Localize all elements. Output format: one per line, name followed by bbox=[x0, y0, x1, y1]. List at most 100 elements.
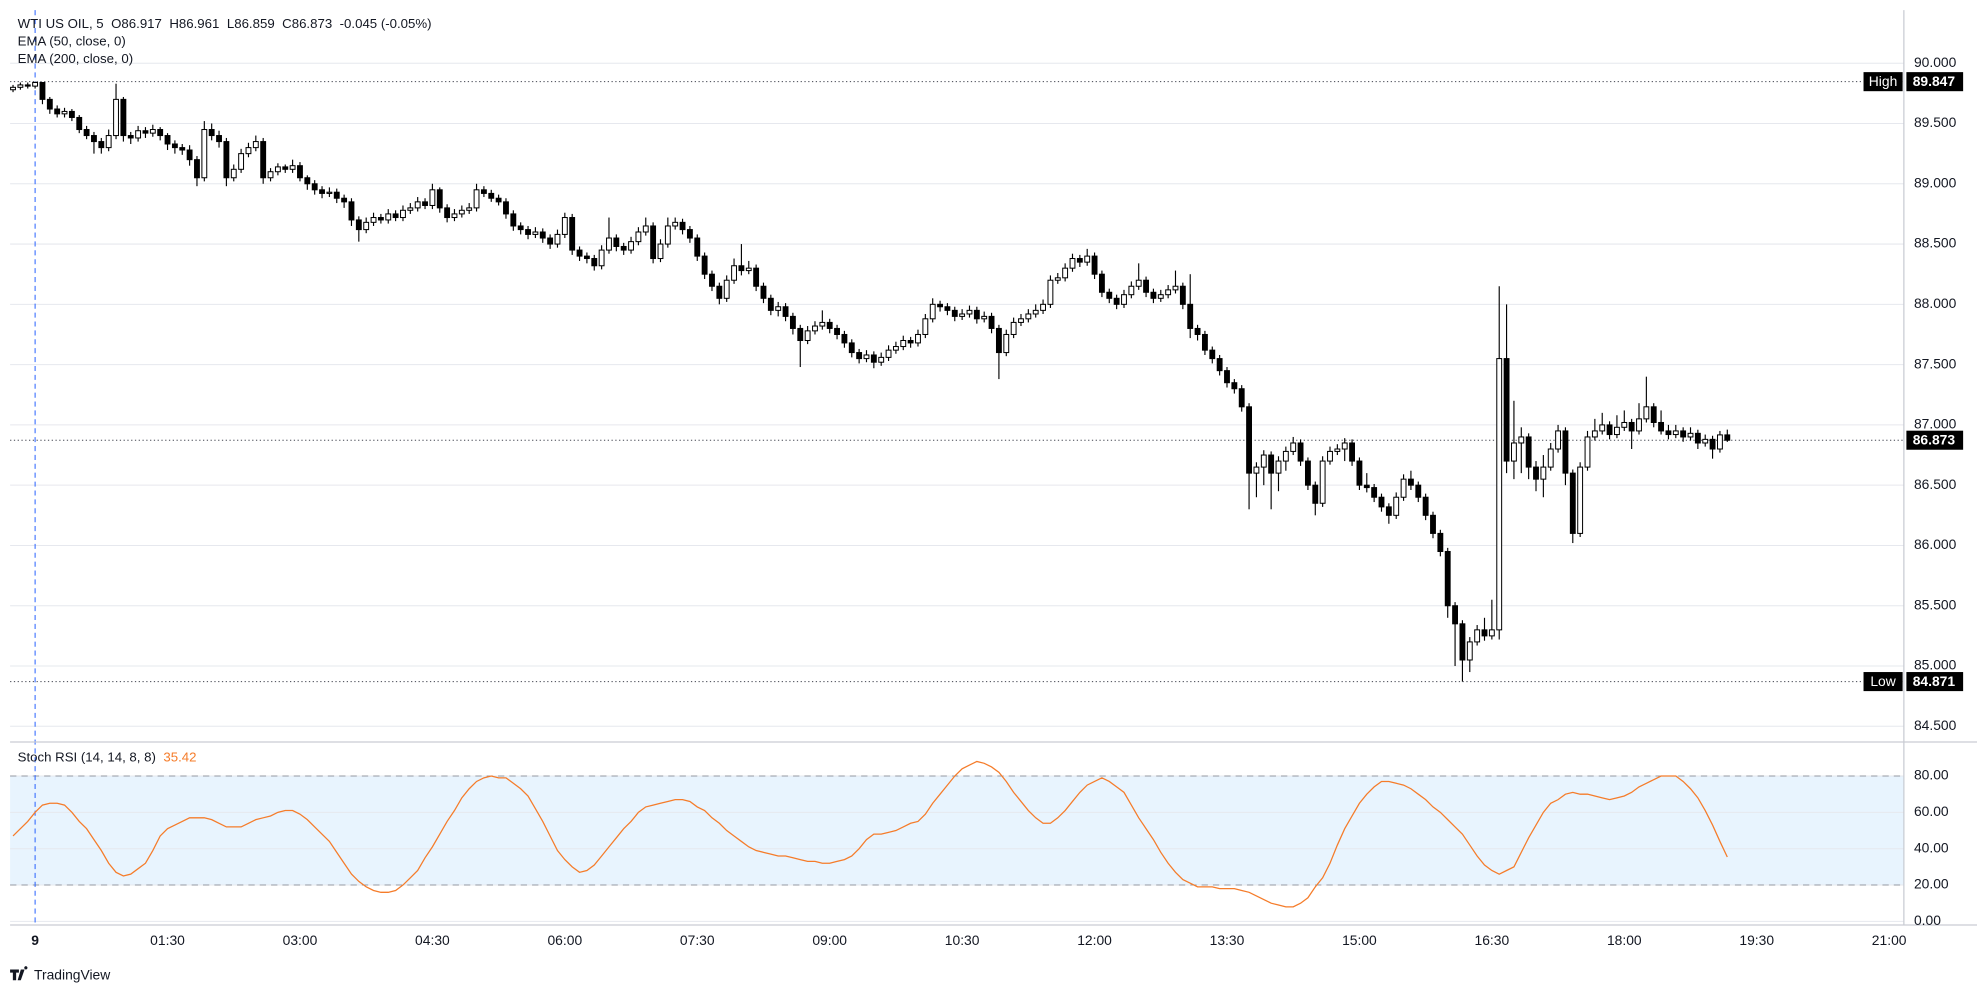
candle-body bbox=[591, 258, 598, 267]
candle-body bbox=[1407, 478, 1414, 486]
last-price-label: 86.873 bbox=[1913, 431, 1956, 447]
candle-body bbox=[1481, 629, 1488, 637]
candle-body bbox=[1717, 434, 1723, 450]
stoch-legend: Stoch RSI (14, 14, 8, 8) 35.42 bbox=[18, 749, 197, 764]
candle-body bbox=[1040, 303, 1046, 311]
stoch-name[interactable]: Stoch RSI (14, 14, 8, 8) bbox=[18, 749, 156, 764]
indicator-label[interactable]: EMA (200, close, 0) bbox=[18, 51, 133, 66]
stoch-tick-label: 80.00 bbox=[1914, 767, 1949, 783]
candle-body bbox=[17, 84, 24, 88]
candle-body bbox=[569, 217, 576, 251]
candle-body bbox=[252, 141, 259, 149]
candle-body bbox=[1577, 466, 1584, 534]
candle-body bbox=[789, 315, 796, 329]
candle-body bbox=[709, 273, 715, 287]
candle-body bbox=[407, 207, 414, 211]
candle-body bbox=[1496, 358, 1503, 631]
candle-body bbox=[260, 141, 267, 179]
candle-body bbox=[1636, 418, 1642, 432]
candle-body bbox=[819, 321, 826, 327]
candle-body bbox=[341, 197, 348, 203]
candle-body bbox=[1253, 466, 1260, 474]
candle-body bbox=[1231, 382, 1238, 390]
candle-body bbox=[547, 237, 554, 245]
candle-body bbox=[753, 267, 760, 287]
candle-body bbox=[311, 183, 318, 191]
candle-body bbox=[1363, 484, 1370, 489]
candle-body bbox=[1672, 430, 1679, 436]
stoch-tick-label: 20.00 bbox=[1914, 876, 1949, 892]
candle-body bbox=[385, 213, 392, 221]
candle-body bbox=[267, 171, 274, 179]
candle-body bbox=[1562, 430, 1569, 474]
candle-body bbox=[1650, 406, 1657, 423]
candle-body bbox=[834, 327, 840, 335]
candle-body bbox=[804, 330, 811, 342]
high-price-label: 89.847 bbox=[1913, 73, 1956, 89]
high-tag-label: High bbox=[1869, 73, 1897, 89]
candle-body bbox=[120, 98, 127, 137]
indicator-label[interactable]: EMA (50, close, 0) bbox=[18, 33, 126, 48]
time-tick-label: 10:30 bbox=[945, 932, 980, 948]
candle-body bbox=[1194, 327, 1201, 335]
candle-body bbox=[39, 81, 46, 100]
candle-body bbox=[46, 98, 53, 110]
stoch-last-value: 35.42 bbox=[163, 749, 196, 764]
price-tick-label: 86.500 bbox=[1914, 476, 1957, 492]
candle-body bbox=[1106, 291, 1113, 299]
candle-body bbox=[856, 352, 863, 360]
candle-body bbox=[775, 306, 782, 311]
candle-body bbox=[1216, 358, 1223, 372]
candle-body bbox=[1665, 430, 1672, 436]
time-tick-label: 9 bbox=[31, 932, 39, 948]
candle-body bbox=[1003, 333, 1010, 354]
price-tick-label: 89.500 bbox=[1914, 114, 1957, 130]
candle-body bbox=[61, 110, 68, 115]
candle-body bbox=[1054, 277, 1061, 281]
candle-body bbox=[480, 189, 487, 194]
candle-body bbox=[127, 135, 134, 139]
candle-body bbox=[436, 189, 443, 209]
time-tick-label: 16:30 bbox=[1475, 932, 1510, 948]
candle-body bbox=[1614, 426, 1620, 436]
candle-body bbox=[1157, 294, 1164, 299]
candle-body bbox=[1709, 438, 1716, 450]
candle-body bbox=[24, 84, 31, 87]
candle-body bbox=[944, 306, 951, 311]
candle-body bbox=[1459, 623, 1466, 661]
candle-body bbox=[149, 129, 156, 134]
time-tick-label: 18:00 bbox=[1607, 932, 1642, 948]
time-tick-label: 19:30 bbox=[1739, 932, 1774, 948]
candle-body bbox=[613, 237, 620, 247]
time-tick-label: 12:00 bbox=[1077, 932, 1112, 948]
candle-body bbox=[664, 225, 671, 245]
high-tag-box bbox=[1863, 72, 1903, 92]
candle-body bbox=[812, 325, 818, 332]
candle-body bbox=[1540, 466, 1547, 480]
candle-body bbox=[1179, 285, 1186, 305]
candle-body bbox=[1547, 448, 1554, 468]
candle-body bbox=[694, 237, 701, 257]
logo-mark bbox=[10, 966, 28, 981]
candle-body bbox=[1135, 279, 1142, 287]
candle-body bbox=[966, 309, 973, 315]
candle-body bbox=[657, 243, 664, 260]
candle-body bbox=[458, 209, 465, 215]
candle-body bbox=[1422, 496, 1429, 516]
candle-body bbox=[1047, 279, 1054, 305]
candle-body bbox=[392, 213, 399, 219]
candle-body bbox=[32, 81, 39, 87]
candle-body bbox=[1187, 303, 1194, 329]
brand-logo[interactable]: TradingView bbox=[10, 966, 111, 983]
candle-body bbox=[1400, 478, 1407, 498]
candle-body bbox=[444, 207, 451, 219]
candle-body bbox=[1098, 273, 1105, 293]
candle-body bbox=[1327, 450, 1333, 462]
candle-body bbox=[466, 207, 473, 211]
price-tick-label: 89.000 bbox=[1914, 174, 1957, 190]
candle-body bbox=[1076, 258, 1083, 263]
candle-body bbox=[179, 147, 186, 151]
